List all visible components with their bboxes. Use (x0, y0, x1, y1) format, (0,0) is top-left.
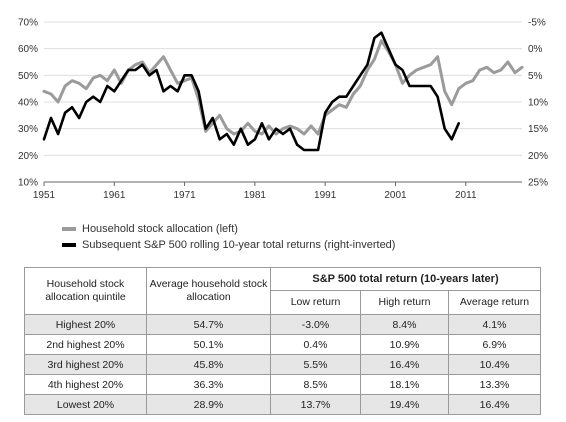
x-tick-label: 1971 (173, 190, 196, 201)
cell-low: 0.4% (270, 334, 361, 355)
cell-high: 10.9% (360, 334, 449, 355)
table-row: 4th highest 20% 36.3% 8.5% 18.1% 13.3% (24, 374, 541, 395)
left-tick-label: 60% (18, 44, 38, 55)
header-high-return: High return (360, 289, 449, 316)
cell-avg-allocation: 45.8% (146, 354, 271, 375)
cell-avg-allocation: 28.9% (146, 394, 271, 415)
left-tick-label: 20% (18, 151, 38, 162)
cell-low: 8.5% (270, 374, 361, 395)
cell-low: -3.0% (270, 314, 361, 335)
legend-item-allocation: Household stock allocation (left) (62, 223, 238, 235)
cell-avg: 4.1% (448, 314, 541, 335)
table-row: Highest 20% 54.7% -3.0% 8.4% 4.1% (24, 314, 541, 335)
left-tick-label: 40% (18, 98, 38, 109)
right-tick-label: 5% (528, 71, 543, 82)
x-tick-label: 1951 (33, 190, 56, 201)
cell-quintile: 4th highest 20% (24, 374, 147, 395)
header-sp500-return: S&P 500 total return (10-years later) (270, 267, 541, 291)
cell-avg-allocation: 50.1% (146, 334, 271, 355)
legend-item-returns: Subsequent S&P 500 rolling 10-year total… (62, 239, 395, 251)
x-tick-label: 1981 (244, 190, 267, 201)
cell-avg-allocation: 54.7% (146, 314, 271, 335)
right-tick-label: 10% (528, 98, 548, 109)
right-tick-label: 25% (528, 178, 548, 189)
cell-quintile: Lowest 20% (24, 394, 147, 415)
cell-avg: 13.3% (448, 374, 541, 395)
x-tick-label: 1961 (103, 190, 126, 201)
header-average-return: Average return (448, 289, 541, 316)
line-chart: 10% 20% 30% 40% 50% 60% 70% -5% 0% 5% 10% 15% 20% 25%… (18, 18, 548, 202)
cell-low: 13.7% (270, 394, 361, 415)
right-tick-label: -5% (528, 18, 546, 29)
x-tick-label: 2001 (384, 190, 407, 201)
returns-table: Household stock allocation quintile Aver… (24, 267, 541, 415)
cell-high: 18.1% (360, 374, 449, 395)
cell-quintile: 3rd highest 20% (24, 354, 147, 375)
cell-high: 16.4% (360, 354, 449, 375)
legend-swatch-gray (62, 227, 76, 231)
right-tick-label: 15% (528, 124, 548, 135)
left-tick-label: 10% (18, 178, 38, 189)
header-average-allocation: Average household stock allocation (146, 267, 271, 315)
cell-high: 8.4% (360, 314, 449, 335)
left-tick-label: 70% (18, 18, 38, 29)
legend-label-allocation: Household stock allocation (left) (82, 223, 238, 235)
left-tick-label: 30% (18, 124, 38, 135)
legend-label-returns: Subsequent S&P 500 rolling 10-year total… (82, 239, 396, 251)
header-quintile: Household stock allocation quintile (24, 267, 147, 315)
x-tick-label: 2011 (455, 190, 477, 201)
table-row: Lowest 20% 28.9% 13.7% 19.4% 16.4% (24, 394, 541, 415)
header-low-return: Low return (270, 289, 361, 316)
right-tick-label: 20% (528, 151, 548, 162)
right-tick-label: 0% (528, 44, 543, 55)
cell-avg-allocation: 36.3% (146, 374, 271, 395)
table-row: 3rd highest 20% 45.8% 5.5% 16.4% 10.4% (24, 354, 541, 375)
cell-avg: 10.4% (448, 354, 541, 375)
cell-quintile: Highest 20% (24, 314, 147, 335)
x-tick-label: 1991 (314, 190, 337, 201)
cell-low: 5.5% (270, 354, 361, 375)
cell-high: 19.4% (360, 394, 449, 415)
legend-swatch-black (62, 243, 76, 247)
cell-avg: 6.9% (448, 334, 541, 355)
cell-avg: 16.4% (448, 394, 541, 415)
cell-quintile: 2nd highest 20% (24, 334, 147, 355)
series-line-sp500-returns (42, 31, 460, 152)
table-row: 2nd highest 20% 50.1% 0.4% 10.9% 6.9% (24, 334, 541, 355)
left-tick-label: 50% (18, 71, 38, 82)
